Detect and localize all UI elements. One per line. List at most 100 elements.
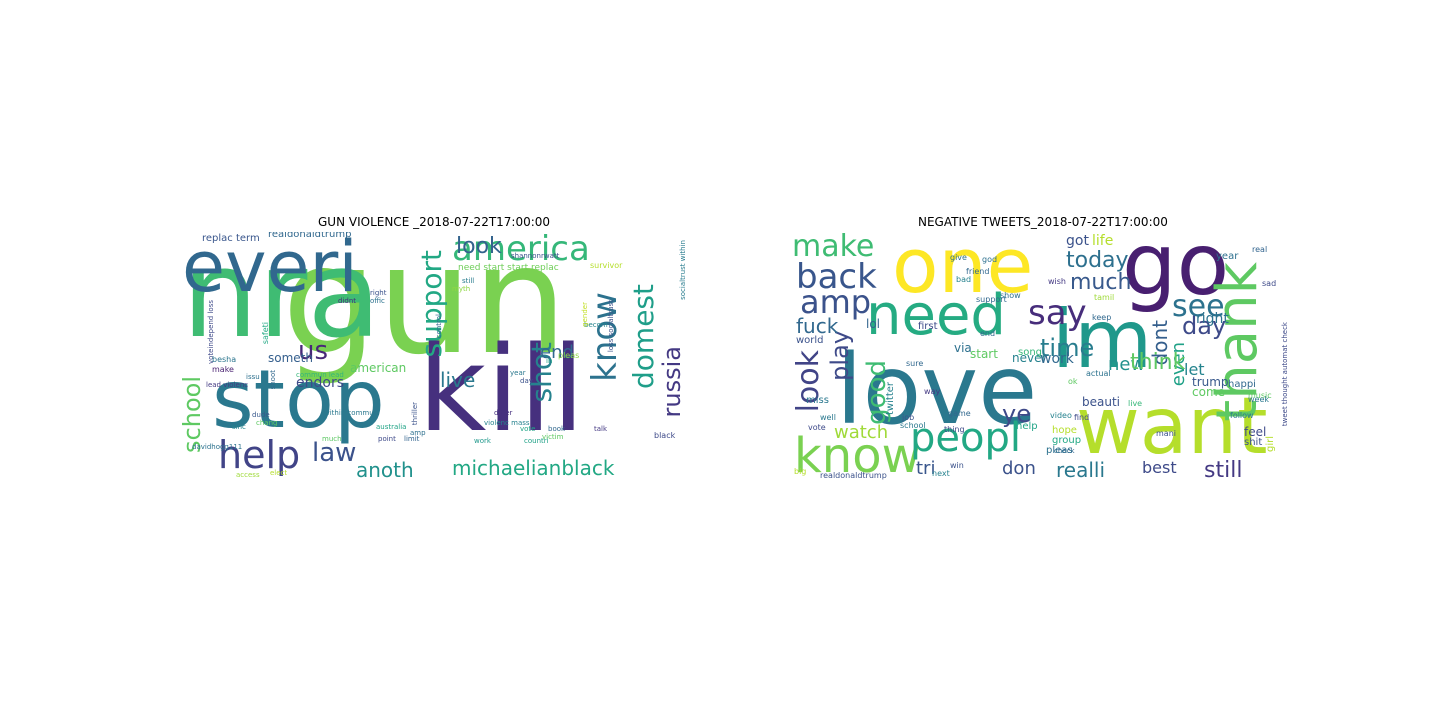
word-school: school bbox=[182, 376, 206, 453]
word-twitter: twitter bbox=[885, 382, 896, 415]
word-pleas: pleas bbox=[1046, 445, 1073, 456]
word-tweet-thought-automat-check: tweet thought automat check bbox=[1281, 322, 1289, 427]
word-week: week bbox=[1248, 395, 1270, 404]
word-sad: sad bbox=[1262, 279, 1277, 288]
word-dude: dude bbox=[252, 411, 270, 419]
word-shit: shit bbox=[1244, 437, 1263, 448]
word-kill: kill bbox=[418, 320, 585, 458]
word-australia: australia bbox=[376, 423, 407, 431]
word-commun-lead: commun lead bbox=[296, 371, 344, 379]
word-best: best bbox=[1142, 458, 1177, 477]
word-differ: differ bbox=[494, 409, 513, 417]
word-wish: wish bbox=[1048, 277, 1067, 286]
word-im: im bbox=[1052, 293, 1153, 386]
word-fuck: fuck bbox=[796, 314, 839, 338]
word-know: know bbox=[585, 292, 625, 382]
word-issu: issu bbox=[246, 373, 260, 381]
word-vote: vote bbox=[808, 423, 826, 432]
word-video: video bbox=[1050, 411, 1072, 420]
word-sure: sure bbox=[906, 359, 924, 368]
word-school: school bbox=[900, 421, 926, 430]
word-happi: happi bbox=[1228, 379, 1256, 390]
word-victim: victim bbox=[542, 433, 564, 441]
word-gun: gun bbox=[282, 232, 568, 388]
word-within-commun: within commun bbox=[324, 409, 379, 417]
panel-title: NEGATIVE TWEETS_2018-07-22T17:00:00 bbox=[918, 215, 1168, 229]
word-support: support bbox=[415, 250, 448, 358]
word-say: say bbox=[1028, 293, 1087, 333]
word-help: help bbox=[1016, 421, 1038, 432]
word-big: big bbox=[794, 467, 807, 476]
word-got: got bbox=[1066, 233, 1089, 249]
word-talk: talk bbox=[594, 425, 608, 433]
word-socialtrust-within: socialtrust within bbox=[679, 240, 687, 300]
word-show: show bbox=[1000, 291, 1021, 300]
word-hope: hope bbox=[1052, 425, 1077, 436]
word-limit: limit bbox=[404, 435, 420, 443]
word-want: want bbox=[1076, 382, 1268, 472]
word-day: day bbox=[1182, 312, 1227, 340]
word-think: think bbox=[1130, 350, 1186, 375]
word-america: america bbox=[452, 232, 590, 269]
word-check: check bbox=[1054, 447, 1075, 455]
word-michaelianblack: michaelianblack bbox=[452, 456, 615, 480]
word-vote: vote bbox=[520, 425, 536, 433]
word-today: today bbox=[1066, 248, 1129, 273]
word-life: life bbox=[1092, 233, 1114, 249]
word-back: back bbox=[796, 257, 877, 297]
word-never: never bbox=[1012, 351, 1047, 365]
word-myth: myth bbox=[452, 285, 471, 293]
word-countri: countri bbox=[524, 437, 549, 445]
word-realdonaldtrump: realdonaldtrump bbox=[820, 471, 887, 480]
word-song: song bbox=[1018, 347, 1043, 358]
word-russia: russia bbox=[658, 346, 686, 418]
word-ye: ye bbox=[1002, 400, 1031, 428]
word-access: access bbox=[236, 471, 260, 479]
word-cloud-gun-violence: gun nra kill stop everi america support know dom… bbox=[182, 232, 692, 482]
word-chang: chang bbox=[256, 419, 278, 427]
word-elect: elect bbox=[270, 469, 288, 477]
word-support: support bbox=[976, 295, 1007, 304]
word-ok: ok bbox=[1068, 377, 1078, 386]
word-via: via bbox=[954, 341, 972, 355]
word-group: group bbox=[1052, 435, 1082, 446]
word-real: real bbox=[1252, 245, 1268, 254]
word-look: look bbox=[456, 234, 502, 259]
word-someth: someth bbox=[268, 351, 313, 365]
word-follow: follow bbox=[1230, 411, 1254, 420]
word-start: start bbox=[970, 347, 998, 361]
word-live: live bbox=[1128, 399, 1143, 408]
word-shoot: shoot bbox=[269, 370, 277, 390]
word-law: law bbox=[312, 438, 357, 468]
word-watch: watch bbox=[834, 422, 889, 443]
word-world: world bbox=[796, 335, 824, 346]
word-need: need bbox=[866, 283, 1006, 348]
word-love: love bbox=[836, 334, 1038, 446]
word-lead-violenc: lead violenc bbox=[206, 381, 249, 389]
word-violenc-mass: violenc mass bbox=[484, 419, 530, 427]
word-girl: girl bbox=[1265, 436, 1276, 453]
word-didnt: didnt bbox=[338, 297, 357, 305]
word-still: still bbox=[462, 277, 475, 285]
word-give: give bbox=[950, 253, 967, 262]
word-black: black bbox=[654, 431, 676, 440]
word-becom: becom bbox=[584, 321, 608, 329]
word-american: american bbox=[350, 361, 407, 375]
word-point: point bbox=[378, 435, 396, 443]
word-make: make bbox=[792, 232, 875, 264]
word-gender: gender bbox=[581, 302, 589, 327]
word-peopl: peopl bbox=[910, 415, 1021, 461]
word-replac-term: replac term bbox=[202, 233, 260, 244]
word-job: job bbox=[902, 413, 915, 422]
word-year: year bbox=[510, 369, 526, 377]
word-stop: stop bbox=[212, 353, 385, 446]
word-need-start-start-replac: need start start replac bbox=[458, 263, 559, 273]
word-new: new bbox=[1108, 354, 1146, 375]
word-game: game bbox=[948, 409, 971, 418]
word-control: control bbox=[435, 314, 443, 339]
word-lol: lol bbox=[866, 317, 881, 331]
word-safeti: safeti bbox=[261, 322, 270, 345]
word-miss: miss bbox=[806, 395, 829, 406]
word-anoth: anoth bbox=[356, 458, 414, 482]
word-right: right bbox=[1196, 311, 1229, 327]
